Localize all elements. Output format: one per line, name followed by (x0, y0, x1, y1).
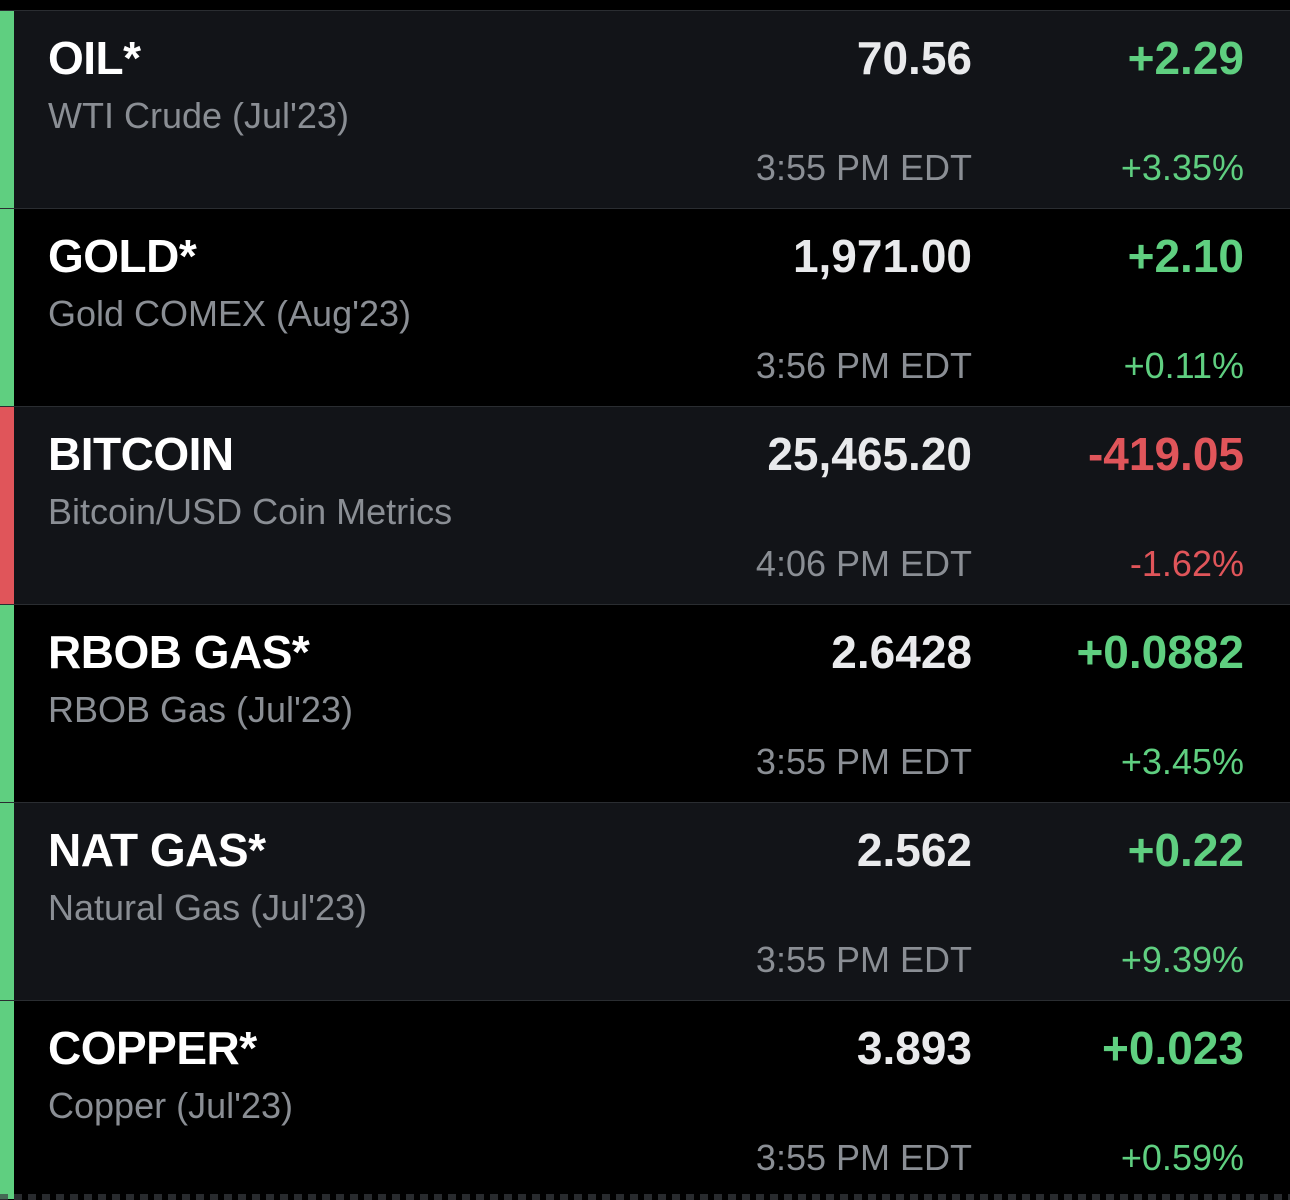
quote-change-percent: +0.11% (1123, 345, 1244, 386)
quote-description: WTI Crude (Jul'23) (48, 95, 349, 136)
quote-list: OIL* WTI Crude (Jul'23) 70.56 +2.29 3:55… (0, 11, 1290, 1199)
quote-change-percent: +3.35% (1120, 147, 1244, 188)
quote-symbol: BITCOIN (48, 428, 234, 480)
quote-description: Natural Gas (Jul'23) (48, 887, 367, 928)
trend-indicator-bar (0, 803, 14, 1001)
quote-row-bitcoin[interactable]: BITCOIN Bitcoin/USD Coin Metrics 25,465.… (0, 407, 1290, 605)
quote-row-oil[interactable]: OIL* WTI Crude (Jul'23) 70.56 +2.29 3:55… (0, 11, 1290, 209)
bottom-scroll-edge (0, 1194, 1290, 1200)
row-divider (0, 406, 1290, 407)
quote-row-rbob-gas[interactable]: RBOB GAS* RBOB Gas (Jul'23) 2.6428 +0.08… (0, 605, 1290, 803)
quote-change: +0.023 (1102, 1022, 1244, 1074)
row-divider (0, 1000, 1290, 1001)
quote-change-percent: +9.39% (1120, 939, 1244, 980)
trend-indicator-bar (0, 1001, 14, 1199)
trend-indicator-bar (0, 605, 14, 803)
quote-change-percent: +3.45% (1120, 741, 1244, 782)
quote-price: 3.893 (856, 1022, 972, 1074)
row-divider (0, 208, 1290, 209)
quote-symbol: GOLD* (48, 230, 197, 282)
quote-price: 2.6428 (831, 626, 972, 678)
quote-price: 1,971.00 (792, 230, 972, 282)
quote-price: 70.56 (856, 32, 972, 84)
quote-row-copper[interactable]: COPPER* Copper (Jul'23) 3.893 +0.023 3:5… (0, 1001, 1290, 1199)
quote-change: +2.10 (1127, 230, 1244, 282)
trend-indicator-bar (0, 11, 14, 209)
quote-timestamp: 3:55 PM EDT (755, 939, 972, 980)
quote-change: +2.29 (1127, 32, 1244, 84)
quote-description: RBOB Gas (Jul'23) (48, 689, 353, 730)
quote-description: Gold COMEX (Aug'23) (48, 293, 412, 334)
quote-timestamp: 4:06 PM EDT (755, 543, 972, 584)
quote-change: -419.05 (1087, 428, 1244, 480)
top-divider (0, 10, 1290, 11)
quote-symbol: COPPER* (48, 1022, 257, 1074)
quote-change: +0.22 (1127, 824, 1244, 876)
quote-price: 2.562 (856, 824, 972, 876)
quote-timestamp: 3:55 PM EDT (755, 741, 972, 782)
quote-change: +0.0882 (1076, 626, 1244, 678)
quote-change-percent: +0.59% (1120, 1137, 1244, 1178)
quote-symbol: NAT GAS* (48, 824, 266, 876)
trend-indicator-bar (0, 209, 14, 407)
quote-description: Copper (Jul'23) (48, 1085, 293, 1126)
row-divider (0, 802, 1290, 803)
quote-price: 25,465.20 (767, 428, 972, 480)
quote-timestamp: 3:55 PM EDT (755, 147, 972, 188)
quote-symbol: OIL* (48, 32, 141, 84)
quote-change-percent: -1.62% (1129, 543, 1244, 584)
quote-timestamp: 3:55 PM EDT (755, 1137, 972, 1178)
row-divider (0, 604, 1290, 605)
quote-row-nat-gas[interactable]: NAT GAS* Natural Gas (Jul'23) 2.562 +0.2… (0, 803, 1290, 1001)
quote-timestamp: 3:56 PM EDT (755, 345, 972, 386)
trend-indicator-bar (0, 407, 14, 605)
quote-row-gold[interactable]: GOLD* Gold COMEX (Aug'23) 1,971.00 +2.10… (0, 209, 1290, 407)
quote-symbol: RBOB GAS* (48, 626, 310, 678)
quote-description: Bitcoin/USD Coin Metrics (48, 491, 453, 532)
